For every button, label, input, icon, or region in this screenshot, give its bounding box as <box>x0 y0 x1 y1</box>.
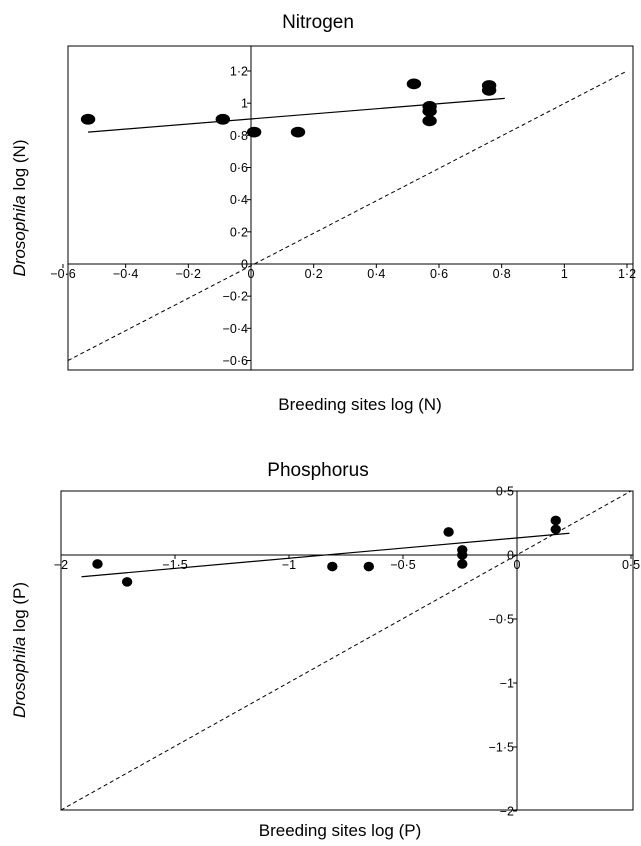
data-point <box>443 527 454 537</box>
plot-frame <box>67 45 634 371</box>
x-tick-label: 1 <box>561 267 568 281</box>
y-axis-label: Drosophila log (P) <box>10 582 29 718</box>
data-point <box>457 550 468 560</box>
data-point <box>363 561 374 572</box>
identity-line <box>60 490 632 811</box>
x-axis-label: Breeding sites log (N) <box>278 395 441 414</box>
chart-title: Phosphorus <box>267 460 368 481</box>
data-point <box>550 524 561 535</box>
y-tick-label: −1·5 <box>489 741 514 755</box>
x-tick-label: −0·5 <box>390 558 415 572</box>
y-tick-label: 0·2 <box>230 225 248 239</box>
data-point <box>290 126 306 138</box>
data-point <box>327 561 338 572</box>
data-point <box>457 559 468 569</box>
identity-line <box>67 70 628 361</box>
x-tick-label: 0·4 <box>367 267 385 281</box>
y-tick-label: 0 <box>241 258 248 272</box>
phosphorus-panel: Phosphorus Breeding sites log (P) Drosop… <box>10 460 640 840</box>
x-tick-label: −2 <box>54 558 68 572</box>
y-axis-label-italic: Drosophila <box>10 195 29 276</box>
y-tick-label: 1·2 <box>230 65 248 79</box>
y-tick-label: 0·5 <box>496 485 514 499</box>
y-axis-label-italic: Drosophila <box>10 637 29 718</box>
y-tick-label: 0·8 <box>230 129 248 143</box>
y-tick-label: −0·2 <box>223 290 248 304</box>
y-tick-label: −1 <box>500 677 514 691</box>
x-axis-label: Breeding sites log (P) <box>259 821 422 840</box>
regression-line <box>81 532 570 578</box>
data-point <box>422 115 437 127</box>
x-tick-label: 0·5 <box>622 558 640 572</box>
data-point <box>481 84 497 96</box>
x-tick-label: 0 <box>248 267 255 281</box>
data-point <box>80 113 96 125</box>
y-tick-label: −0·6 <box>223 354 248 368</box>
x-tick-label: 0·8 <box>493 267 511 281</box>
x-tick-label: 1·2 <box>618 267 636 281</box>
y-axis-label: Drosophila log (N) <box>10 140 29 277</box>
y-axis-label-rest: log (N) <box>10 140 29 196</box>
nitrogen-panel: Nitrogen Breeding sites log (N) Drosophi… <box>10 12 636 414</box>
x-tick-label: −1·5 <box>162 558 187 572</box>
x-tick-label: −0·6 <box>50 267 75 281</box>
y-tick-label: 0·6 <box>230 161 248 175</box>
data-point <box>246 126 262 138</box>
data-point <box>406 78 422 90</box>
x-tick-label: 0 <box>514 558 521 572</box>
y-tick-label: 0 <box>507 549 514 563</box>
x-tick-label: 0·6 <box>430 267 448 281</box>
data-point <box>422 105 437 117</box>
y-tick-label: 1 <box>241 97 248 111</box>
x-tick-label: −1 <box>282 558 296 572</box>
y-axis-label-rest: log (P) <box>10 582 29 637</box>
x-tick-label: −0·2 <box>176 267 201 281</box>
data-point <box>92 559 103 569</box>
data-point <box>215 113 230 125</box>
y-tick-label: −2 <box>500 805 514 819</box>
y-tick-label: −0·5 <box>489 613 514 627</box>
data-point <box>550 515 561 526</box>
x-tick-label: 0·2 <box>305 267 323 281</box>
chart-title: Nitrogen <box>282 12 354 33</box>
x-tick-label: −0·4 <box>113 267 138 281</box>
data-point <box>121 577 133 587</box>
y-tick-label: 0·4 <box>230 193 248 207</box>
y-tick-label: −0·4 <box>223 322 248 336</box>
plot-frame <box>60 490 634 811</box>
